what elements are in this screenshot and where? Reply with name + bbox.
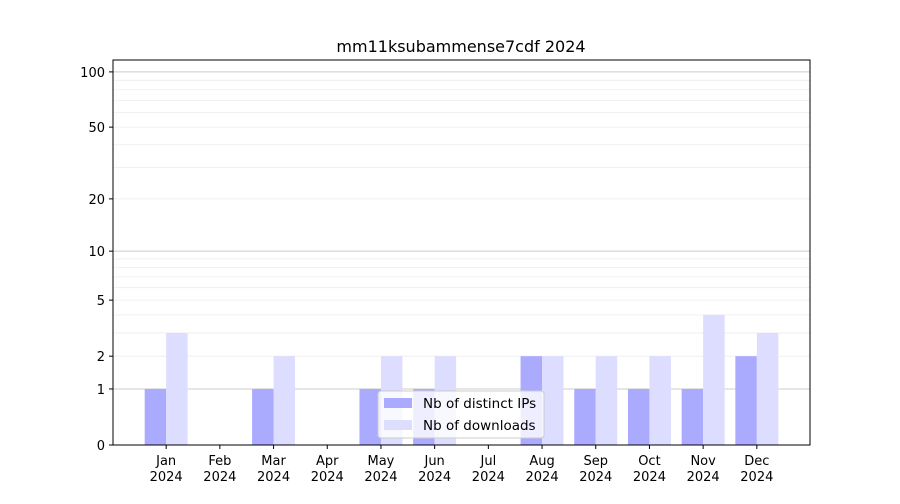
x-tick-label: Apr 2024 [311, 454, 344, 485]
bar-downloads [649, 356, 671, 445]
legend-label-ips: Nb of distinct IPs [423, 396, 536, 412]
y-tick-label: 20 [88, 193, 105, 208]
bar-distinct-ips [574, 388, 596, 445]
bar-downloads [595, 356, 618, 445]
y-tick-label: 100 [80, 66, 105, 81]
x-tick-label: Mar 2024 [257, 454, 290, 485]
y-tick-label: 2 [97, 350, 105, 365]
legend: Nb of distinct IPs Nb of downloads [377, 390, 545, 439]
bar-distinct-ips [681, 388, 704, 445]
y-axis: 0 1 2 5 10 20 50 100 [80, 66, 113, 454]
x-tick-label: Jan 2024 [150, 454, 183, 485]
x-tick-label: Jun 2024 [418, 454, 451, 485]
chart-title: mm11ksubammense7cdf 2024 [336, 37, 585, 56]
x-tick-label: Feb 2024 [203, 454, 236, 485]
bar-distinct-ips [359, 388, 381, 445]
x-tick-label: Dec 2024 [740, 454, 773, 485]
bar-distinct-ips [735, 356, 757, 445]
bar-distinct-ips [252, 388, 274, 445]
bar-downloads [166, 332, 188, 445]
x-tick-label: May 2024 [364, 454, 397, 485]
bar-downloads [703, 314, 725, 445]
x-axis: Jan 2024 Feb 2024 Mar 2024 Apr 2024 May 2024 Jun 20… [150, 445, 773, 485]
legend-swatch-downloads [384, 420, 412, 430]
x-tick-label: Nov 2024 [687, 454, 720, 485]
x-tick-label: Jul 2024 [472, 454, 505, 485]
legend-label-downloads: Nb of downloads [423, 418, 536, 434]
bar-downloads [273, 356, 296, 445]
y-tick-label: 1 [97, 383, 105, 398]
plot-frame [112, 59, 811, 446]
x-tick-label: Aug 2024 [526, 454, 559, 485]
bar-downloads [542, 356, 564, 445]
y-tick-label: 0 [97, 439, 105, 454]
legend-swatch-ips [384, 398, 412, 408]
x-tick-label: Oct 2024 [633, 454, 666, 485]
bar-downloads [756, 332, 779, 445]
y-tick-label: 5 [97, 294, 105, 309]
bar-distinct-ips [627, 388, 650, 445]
y-tick-label: 10 [88, 245, 105, 260]
x-tick-label: Sep 2024 [579, 454, 612, 485]
bars [144, 314, 779, 445]
y-tick-label: 50 [88, 121, 105, 136]
bar-distinct-ips [144, 388, 167, 445]
